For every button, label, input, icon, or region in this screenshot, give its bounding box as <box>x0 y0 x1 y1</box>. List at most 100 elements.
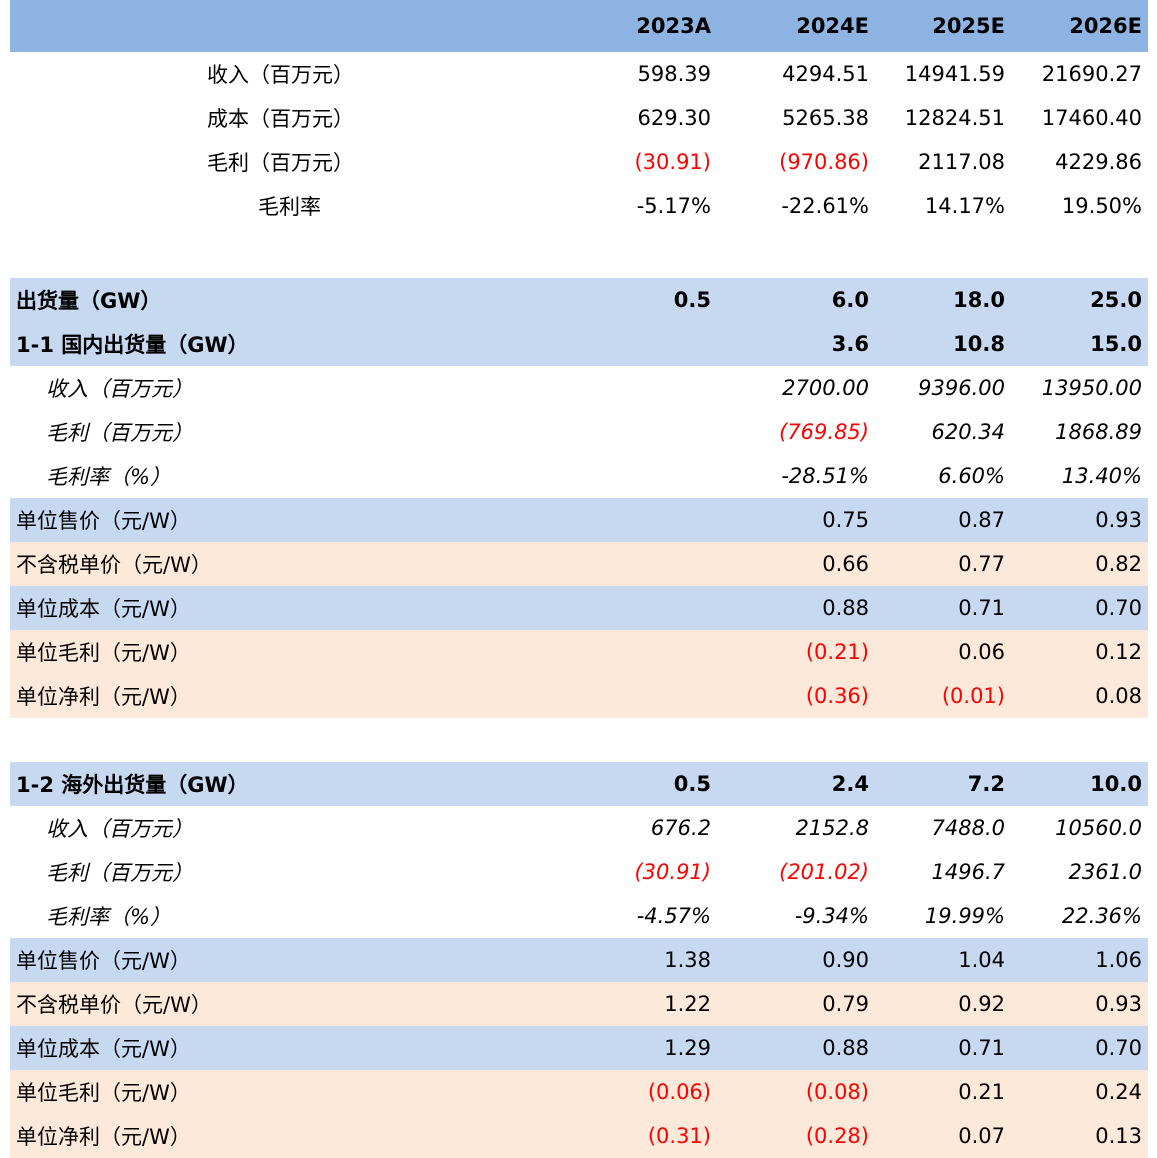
value-cell: (30.91) <box>634 860 711 884</box>
value-cell: 14941.59 <box>904 62 1005 86</box>
row-label: 单位售价（元/W） <box>16 509 191 533</box>
value-cell: 0.21 <box>958 1080 1005 1104</box>
overseas-detail-row: 毛利（百万元） (30.91) (201.02) 1496.7 2361.0 <box>10 850 1148 894</box>
domestic-unit-row: 单位成本（元/W） 0.88 0.71 0.70 <box>10 586 1148 630</box>
shipment-total-row: 出货量（GW） 0.5 6.0 18.0 25.0 <box>10 278 1148 322</box>
value-cell: 10560.0 <box>1055 816 1142 840</box>
value-cell: 0.90 <box>822 948 869 972</box>
value-cell: (0.06) <box>647 1080 711 1104</box>
row-label: 1-2 海外出货量（GW） <box>16 773 249 797</box>
value-cell: -28.51% <box>781 464 869 488</box>
value-cell: 15.0 <box>1090 332 1142 356</box>
value-cell: 2152.8 <box>795 816 869 840</box>
row-label: 毛利率 <box>258 195 321 219</box>
value-cell: (769.85) <box>779 420 869 444</box>
row-label: 毛利（百万元） <box>207 151 354 175</box>
summary-section: 收入（百万元） 598.39 4294.51 14941.59 21690.27 成本（百… <box>10 52 1148 228</box>
value-cell: (0.21) <box>805 640 869 664</box>
value-cell: 0.92 <box>958 992 1005 1016</box>
value-cell: 1496.7 <box>931 860 1005 884</box>
value-cell: 0.82 <box>1095 552 1142 576</box>
row-label: 毛利（百万元） <box>46 421 193 445</box>
value-cell: 0.88 <box>822 1036 869 1060</box>
value-cell: 0.93 <box>1095 508 1142 532</box>
summary-row: 毛利（百万元） (30.91) (970.86) 2117.08 4229.86 <box>10 140 1148 184</box>
year-header: 2024E <box>796 14 869 38</box>
domestic-detail-row: 毛利（百万元） (769.85) 620.34 1868.89 <box>10 410 1148 454</box>
year-header: 2023A <box>636 14 711 38</box>
value-cell: 2.4 <box>831 772 869 796</box>
value-cell: 19.99% <box>924 904 1005 928</box>
row-label: 不含税单价（元/W） <box>16 993 212 1017</box>
value-cell: (0.36) <box>805 684 869 708</box>
value-cell: -4.57% <box>636 904 711 928</box>
value-cell: 0.71 <box>958 1036 1005 1060</box>
domestic-detail-row: 收入（百万元） 2700.00 9396.00 13950.00 <box>10 366 1148 410</box>
row-label: 单位成本（元/W） <box>16 597 191 621</box>
value-cell: 18.0 <box>953 288 1005 312</box>
value-cell: (970.86) <box>779 150 869 174</box>
value-cell: 14.17% <box>924 194 1005 218</box>
value-cell: 13950.00 <box>1041 376 1142 400</box>
value-cell: (0.08) <box>805 1080 869 1104</box>
value-cell: 1.38 <box>664 948 711 972</box>
row-label: 毛利率（%） <box>46 905 171 929</box>
spacer <box>10 718 1148 762</box>
value-cell: 0.79 <box>822 992 869 1016</box>
spacer <box>10 228 1148 278</box>
financial-table: 2023A 2024E 2025E 2026E 收入（百万元） 598.39 429… <box>10 0 1148 1158</box>
summary-row: 收入（百万元） 598.39 4294.51 14941.59 21690.27 <box>10 52 1148 96</box>
header-row: 2023A 2024E 2025E 2026E <box>10 0 1148 52</box>
value-cell: 0.13 <box>1095 1124 1142 1148</box>
value-cell: 25.0 <box>1090 288 1142 312</box>
value-cell: 7488.0 <box>931 816 1005 840</box>
row-label: 收入（百万元） <box>207 63 354 87</box>
value-cell: 0.5 <box>673 288 711 312</box>
domestic-unit-row: 不含税单价（元/W） 0.66 0.77 0.82 <box>10 542 1148 586</box>
value-cell: 620.34 <box>931 420 1005 444</box>
value-cell: 0.71 <box>958 596 1005 620</box>
value-cell: (201.02) <box>779 860 869 884</box>
domestic-detail-row: 毛利率（%） -28.51% 6.60% 13.40% <box>10 454 1148 498</box>
value-cell: 0.93 <box>1095 992 1142 1016</box>
value-cell: -22.61% <box>781 194 869 218</box>
row-label: 出货量（GW） <box>16 289 162 313</box>
value-cell: 6.0 <box>831 288 869 312</box>
value-cell: 1868.89 <box>1055 420 1142 444</box>
value-cell: 4229.86 <box>1055 150 1142 174</box>
value-cell: 2700.00 <box>782 376 869 400</box>
row-label: 收入（百万元） <box>46 377 193 401</box>
overseas-title-row: 1-2 海外出货量（GW） 0.5 2.4 7.2 10.0 <box>10 762 1148 806</box>
value-cell: 19.50% <box>1061 194 1142 218</box>
year-header: 2026E <box>1069 14 1142 38</box>
value-cell: 676.2 <box>650 816 711 840</box>
summary-row: 毛利率 -5.17% -22.61% 14.17% 19.50% <box>10 184 1148 228</box>
row-label: 收入（百万元） <box>46 817 193 841</box>
row-label: 不含税单价（元/W） <box>16 553 212 577</box>
overseas-detail-row: 毛利率（%） -4.57% -9.34% 19.99% 22.36% <box>10 894 1148 938</box>
value-cell: 598.39 <box>637 62 711 86</box>
value-cell: 6.60% <box>938 464 1005 488</box>
row-label: 单位售价（元/W） <box>16 949 191 973</box>
row-label: 单位净利（元/W） <box>16 685 191 709</box>
domestic-section: 1-1 国内出货量（GW） 3.6 10.8 15.0 收入（百万元） 2700.00 93… <box>10 322 1148 718</box>
value-cell: 0.87 <box>958 508 1005 532</box>
value-cell: 0.77 <box>958 552 1005 576</box>
value-cell: (0.01) <box>941 684 1005 708</box>
value-cell: 0.06 <box>958 640 1005 664</box>
value-cell: 0.88 <box>822 596 869 620</box>
value-cell: 629.30 <box>637 106 711 130</box>
value-cell: 2117.08 <box>918 150 1005 174</box>
row-label: 毛利率（%） <box>46 465 171 489</box>
value-cell: 0.70 <box>1095 1036 1142 1060</box>
domestic-title-row: 1-1 国内出货量（GW） 3.6 10.8 15.0 <box>10 322 1148 366</box>
value-cell: 4294.51 <box>782 62 869 86</box>
value-cell: 13.40% <box>1061 464 1142 488</box>
value-cell: 17460.40 <box>1041 106 1142 130</box>
value-cell: 0.66 <box>822 552 869 576</box>
value-cell: (0.31) <box>647 1124 711 1148</box>
overseas-section: 1-2 海外出货量（GW） 0.5 2.4 7.2 10.0 收入（百万元） 676.2 21… <box>10 762 1148 1158</box>
overseas-unit-row: 单位售价（元/W） 1.38 0.90 1.04 1.06 <box>10 938 1148 982</box>
overseas-unit-row: 单位净利（元/W） (0.31) (0.28) 0.07 0.13 <box>10 1114 1148 1158</box>
value-cell: 0.08 <box>1095 684 1142 708</box>
